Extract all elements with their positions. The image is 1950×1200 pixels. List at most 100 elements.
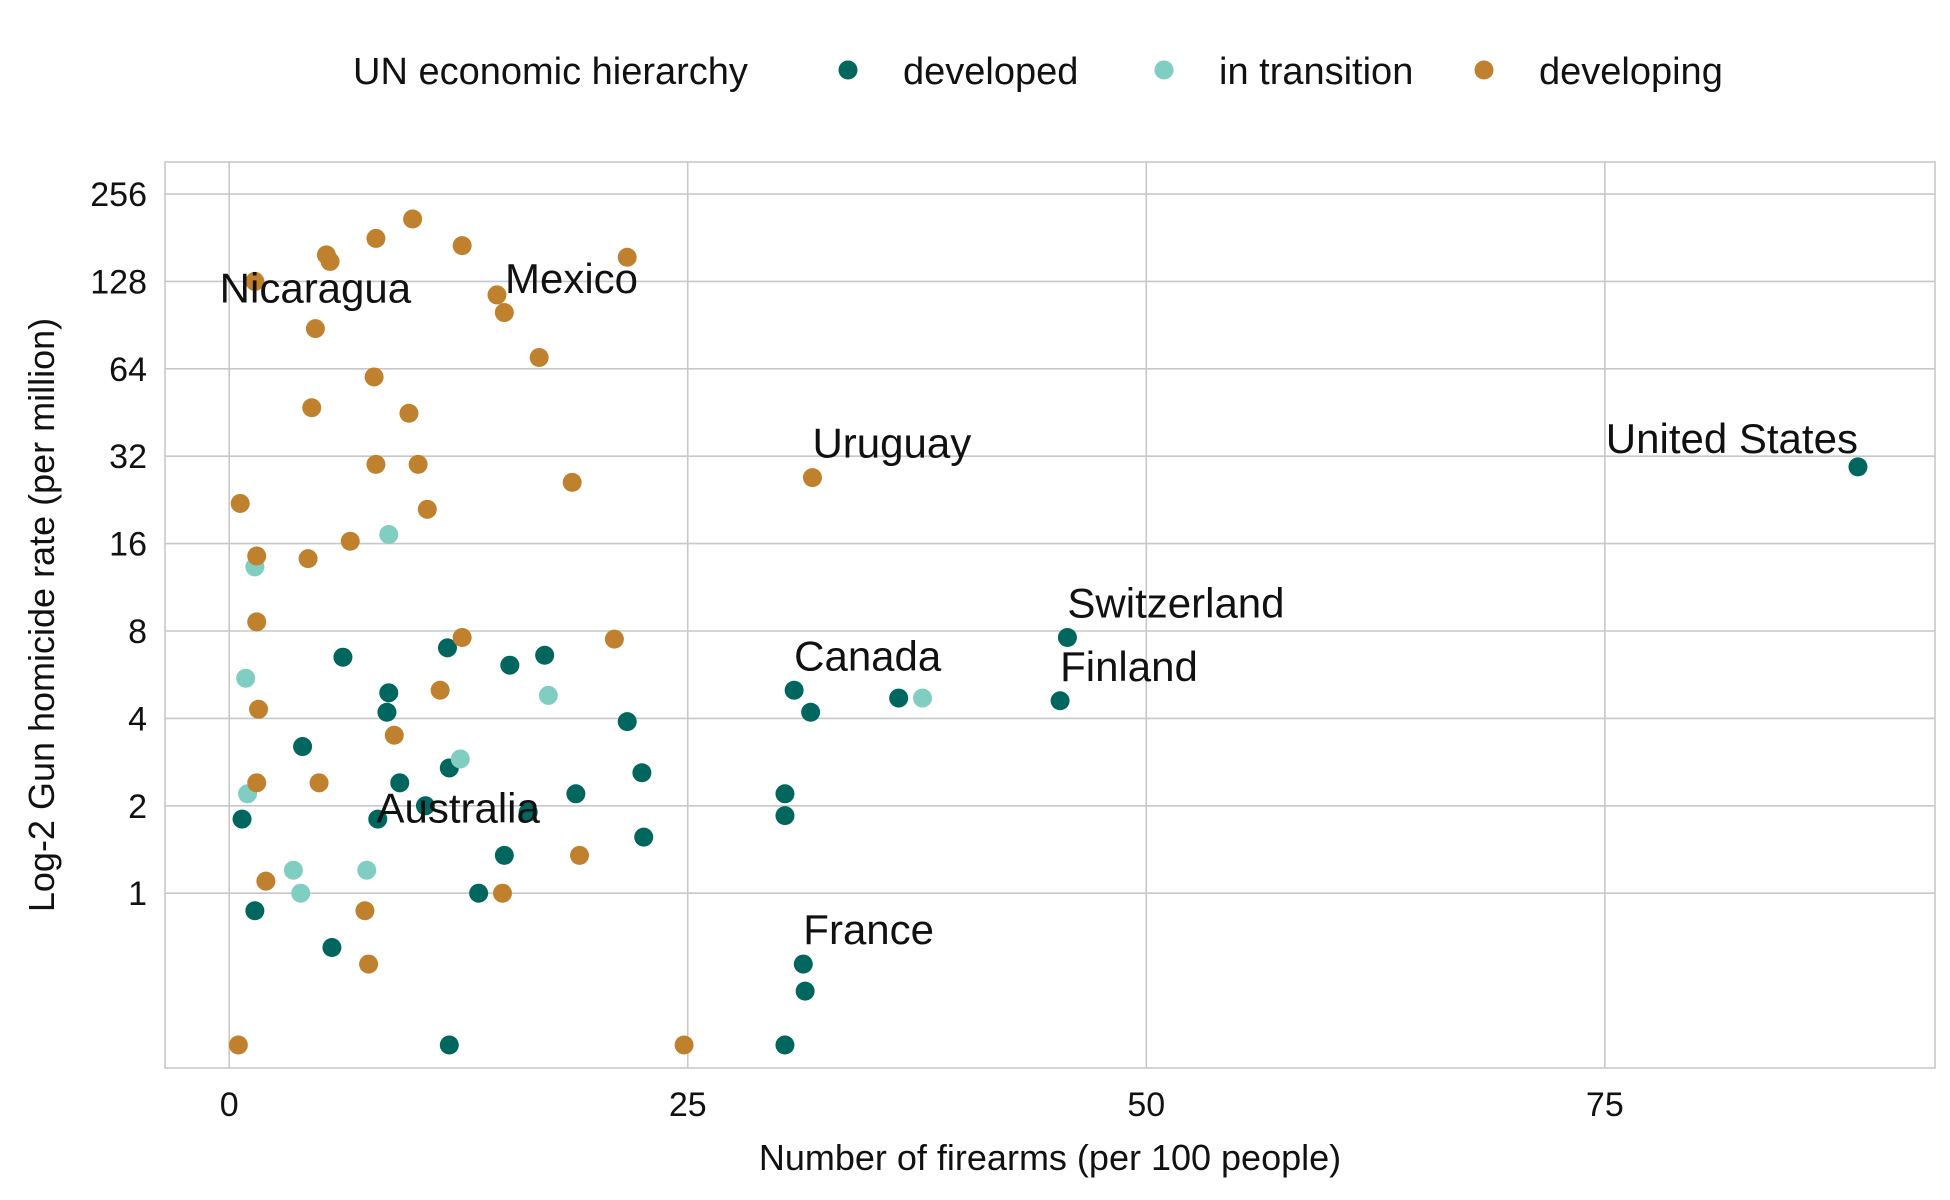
point-developed [245, 901, 265, 921]
point-developed [1057, 627, 1077, 647]
point-developing [802, 468, 822, 488]
point-developed [775, 806, 795, 826]
point-developed [1050, 691, 1070, 711]
point-developed [518, 802, 538, 822]
point-developed [437, 638, 457, 658]
point-developing [570, 845, 590, 865]
annotation-nicaragua: Nicaragua [220, 265, 412, 312]
point-in-transition [450, 749, 470, 769]
y-tick-label: 128 [90, 263, 147, 301]
annotation-france: France [803, 906, 934, 953]
point-developing [230, 493, 250, 513]
point-developed [535, 645, 555, 665]
annotation-australia: Australia [376, 784, 540, 831]
point-in-transition [913, 688, 933, 708]
point-developed [1848, 457, 1868, 477]
point-developing [452, 236, 472, 256]
legend-label-in-transition: in transition [1219, 51, 1413, 93]
point-developing [399, 403, 419, 423]
point-developed [632, 763, 652, 783]
legend-label-developing: developing [1539, 51, 1723, 93]
point-developing [492, 883, 512, 903]
point-developing [355, 901, 375, 921]
point-developing [256, 871, 276, 891]
legend-label-developed: developed [903, 51, 1078, 93]
point-developed [377, 702, 397, 722]
point-developed [784, 680, 804, 700]
x-axis-title: Number of firearms (per 100 people) [759, 1137, 1341, 1178]
y-tick-label: 8 [128, 613, 147, 651]
point-developed [379, 683, 399, 703]
x-tick-label: 50 [1127, 1086, 1165, 1124]
annotation-finland: Finland [1060, 643, 1198, 690]
annotation-mexico: Mexico [505, 255, 638, 302]
y-tick-label: 32 [109, 438, 147, 476]
plot-panel: Mexico Nicaragua Uruguay United States Switz… [164, 161, 1936, 1069]
point-developing [494, 303, 514, 323]
series-developing [228, 209, 822, 1055]
point-developing [247, 612, 267, 632]
plot-border [164, 161, 1936, 1069]
point-developing [298, 549, 318, 569]
point-developed [500, 655, 520, 675]
point-in-transition [357, 860, 377, 880]
point-developing [364, 367, 384, 387]
legend-entries: developed in transition developing [838, 51, 1723, 93]
point-developed [494, 845, 514, 865]
point-developing [487, 285, 507, 305]
point-developing [366, 228, 386, 248]
y-tick-label: 16 [109, 526, 147, 564]
point-developing [674, 1035, 694, 1055]
point-developing [617, 247, 637, 267]
legend-title: UN economic hierarchy [353, 51, 748, 93]
gridlines [165, 162, 1935, 1068]
point-developing [245, 271, 265, 291]
point-developed [232, 809, 252, 829]
legend-marker-developed [838, 60, 858, 80]
point-developing [247, 773, 267, 793]
annotation-united-states: United States [1606, 415, 1858, 462]
point-developing [529, 348, 549, 368]
y-tick-label: 64 [109, 351, 147, 389]
point-developing [359, 954, 379, 974]
point-developing [309, 773, 329, 793]
point-developing [452, 627, 472, 647]
point-in-transition [283, 860, 303, 880]
y-tick-label: 1 [128, 875, 147, 913]
series-developed [232, 457, 1868, 1055]
point-developing [320, 251, 340, 271]
series-in-transition [236, 524, 933, 903]
point-developing [408, 454, 428, 474]
point-developed [801, 702, 821, 722]
point-developed [775, 1035, 795, 1055]
y-tick-label: 4 [128, 700, 147, 738]
point-in-transition [291, 883, 311, 903]
annotations: Mexico Nicaragua Uruguay United States Switz… [220, 255, 1858, 953]
annotation-uruguay: Uruguay [812, 420, 971, 467]
point-developed [889, 688, 909, 708]
x-tick-label: 25 [669, 1086, 707, 1124]
point-developing [430, 680, 450, 700]
point-developing [562, 472, 582, 492]
x-tick-label: 75 [1586, 1086, 1624, 1124]
annotation-switzerland: Switzerland [1067, 579, 1284, 626]
point-developed [390, 773, 410, 793]
point-in-transition [538, 685, 558, 705]
point-developed [566, 784, 586, 804]
point-developing [604, 629, 624, 649]
point-developing [247, 546, 267, 566]
point-developing [340, 531, 360, 551]
x-tick-label: 0 [220, 1086, 239, 1124]
point-developed [439, 1035, 459, 1055]
point-developing [305, 319, 325, 339]
point-developing [384, 725, 404, 745]
point-developed [775, 784, 795, 804]
point-developed [793, 954, 813, 974]
point-developing [417, 499, 437, 519]
legend-item-developing: developing [1474, 51, 1723, 93]
legend: UN economic hierarchy developed in transi… [353, 51, 1723, 93]
point-developed [469, 883, 489, 903]
point-developed [293, 737, 313, 757]
point-developed [322, 938, 342, 958]
